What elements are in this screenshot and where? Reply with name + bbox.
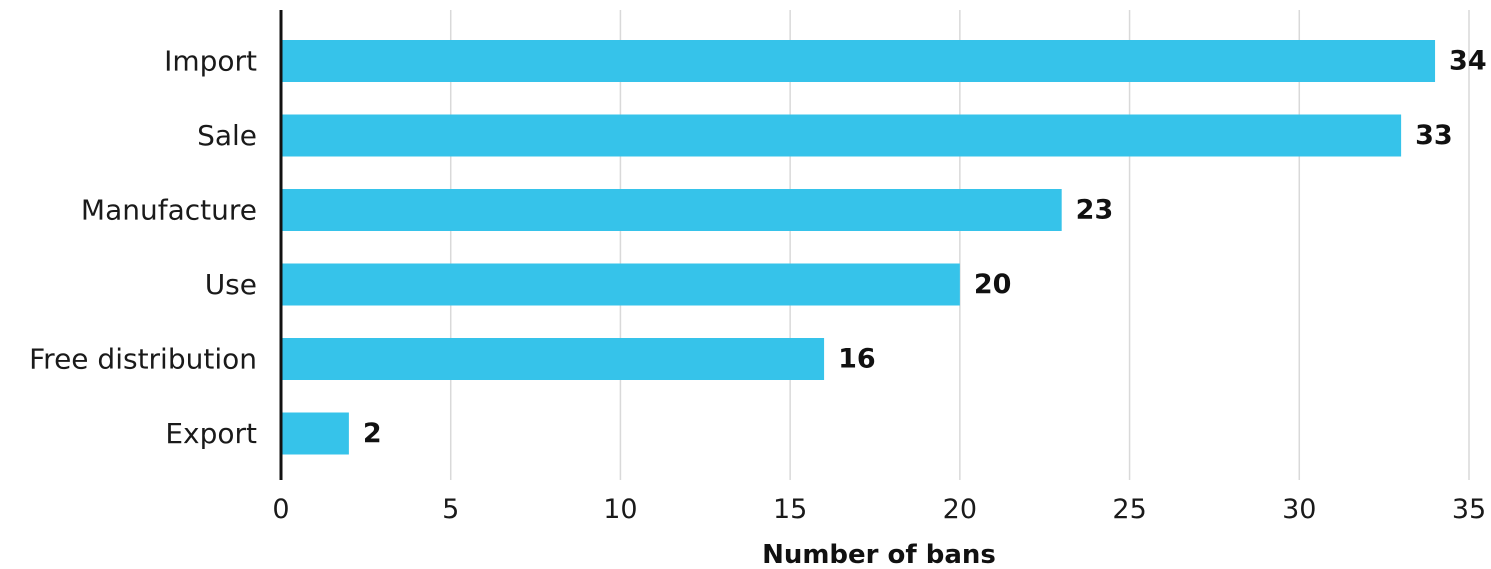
value-label: 34 <box>1449 46 1487 77</box>
x-tick-label: 10 <box>603 494 637 525</box>
gridlines <box>449 10 1470 480</box>
bar <box>281 338 825 380</box>
bar <box>281 263 960 306</box>
x-tick-label: 5 <box>442 494 459 525</box>
category-label: Free distribution <box>29 343 257 376</box>
labels: 0 5 10 15 20 25 30 35 Import 34 Sale 33 Manufacture 2… <box>29 45 1487 526</box>
x-tick-label: 30 <box>1282 494 1316 525</box>
category-label: Import <box>164 45 257 78</box>
x-axis-title: Number of bans <box>762 540 996 569</box>
category-label: Manufacture <box>81 194 257 227</box>
x-tick-label: 15 <box>773 494 807 525</box>
value-label: 2 <box>363 418 382 449</box>
bar <box>281 189 1062 231</box>
x-tick-label: 35 <box>1452 494 1486 525</box>
category-label: Use <box>205 268 257 301</box>
x-tick-label: 0 <box>272 494 289 525</box>
bar <box>281 114 1402 157</box>
value-label: 16 <box>838 344 876 375</box>
value-label: 23 <box>1076 195 1114 226</box>
category-label: Sale <box>197 119 257 152</box>
value-label: 33 <box>1415 120 1453 151</box>
category-label: Export <box>165 417 257 450</box>
x-tick-label: 20 <box>943 494 977 525</box>
bar <box>281 412 349 455</box>
value-label: 20 <box>974 269 1012 300</box>
bars <box>281 40 1436 455</box>
x-tick-label: 25 <box>1112 494 1146 525</box>
bar <box>281 40 1436 82</box>
